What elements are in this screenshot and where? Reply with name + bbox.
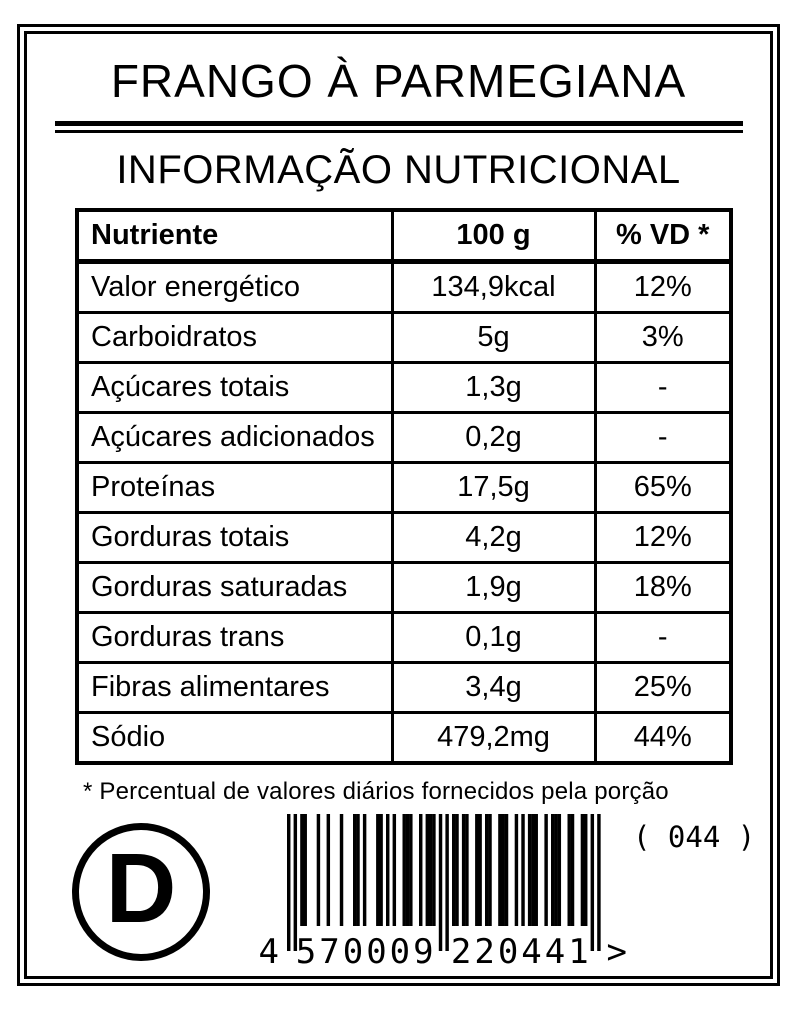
nutrient-amount: 0,2g (390, 411, 597, 464)
daily-value-footnote: * Percentual de valores diários fornecid… (83, 778, 669, 805)
nutrient-dv: 18% (593, 561, 733, 614)
brand-logo-letter: D (105, 833, 177, 943)
nutrient-amount: 4,2g (390, 511, 597, 564)
nutrient-amount: 134,9kcal (390, 260, 597, 314)
nutrient-name: Valor energético (75, 260, 394, 314)
nutrient-dv: 65% (593, 461, 733, 514)
header-amount: 100 g (390, 208, 597, 264)
table-row: Gorduras totais 4,2g 12% (75, 511, 733, 564)
nutrient-name: Açúcares adicionados (75, 411, 394, 464)
nutrient-dv: - (593, 361, 733, 414)
nutrient-name: Gorduras trans (75, 611, 394, 664)
nutrient-name: Sódio (75, 711, 394, 765)
table-row: Proteínas 17,5g 65% (75, 461, 733, 514)
nutrient-amount: 1,3g (390, 361, 597, 414)
label-outer-border: FRANGO À PARMEGIANA INFORMAÇÃO NUTRICION… (17, 24, 780, 986)
table-row: Valor energético 134,9kcal 12% (75, 260, 733, 314)
nutrition-table: Nutriente 100 g % VD * Valor energético … (75, 208, 733, 765)
nutrient-dv: 12% (593, 511, 733, 564)
title-divider-double-rule (54, 121, 743, 133)
table-row: Fibras alimentares 3,4g 25% (75, 661, 733, 714)
nutrient-dv: 3% (593, 311, 733, 364)
nutrient-name: Gorduras totais (75, 511, 394, 564)
table-row: Carboidratos 5g 3% (75, 311, 733, 364)
nutrient-name: Açúcares totais (75, 361, 394, 414)
label-footer: D 4 570009 220441 > ( 044 ) (27, 812, 770, 1012)
code-badge: ( 044 ) (633, 820, 756, 854)
header-daily-value: % VD * (593, 208, 733, 264)
nutrient-dv: - (593, 411, 733, 464)
table-row: Açúcares adicionados 0,2g - (75, 411, 733, 464)
ean13-barcode: 4 570009 220441 > (255, 814, 635, 972)
barcode-digits-right: 220441 (451, 932, 592, 966)
nutrient-dv: 12% (593, 260, 733, 314)
nutrient-name: Fibras alimentares (75, 661, 394, 714)
table-row: Açúcares totais 1,3g - (75, 361, 733, 414)
nutrient-dv: - (593, 611, 733, 664)
barcode-quiet-zone-mark: > (607, 932, 627, 966)
nutrient-name: Proteínas (75, 461, 394, 514)
barcode-digits-left: 570009 (296, 932, 437, 966)
table-row: Gorduras trans 0,1g - (75, 611, 733, 664)
nutrient-amount: 0,1g (390, 611, 597, 664)
nutrient-dv: 25% (593, 661, 733, 714)
nutrient-amount: 17,5g (390, 461, 597, 514)
table-header-row: Nutriente 100 g % VD * (75, 208, 733, 264)
nutrient-amount: 479,2mg (390, 711, 597, 765)
product-title: FRANGO À PARMEGIANA (110, 55, 687, 107)
nutrient-name: Carboidratos (75, 311, 394, 364)
nutrient-amount: 3,4g (390, 661, 597, 714)
table-row: Gorduras saturadas 1,9g 18% (75, 561, 733, 614)
barcode-digit-first: 4 (259, 932, 279, 966)
label-inner-border: FRANGO À PARMEGIANA INFORMAÇÃO NUTRICION… (24, 31, 773, 979)
nutrient-amount: 5g (390, 311, 597, 364)
nutrient-name: Gorduras saturadas (75, 561, 394, 614)
header-nutrient: Nutriente (75, 208, 394, 264)
brand-logo-circle: D (72, 823, 210, 961)
nutrient-dv: 44% (593, 711, 733, 765)
nutrition-heading: INFORMAÇÃO NUTRICIONAL (116, 148, 681, 192)
nutrient-amount: 1,9g (390, 561, 597, 614)
table-row: Sódio 479,2mg 44% (75, 711, 733, 765)
barcode-bars: 4 570009 220441 > (259, 814, 627, 972)
